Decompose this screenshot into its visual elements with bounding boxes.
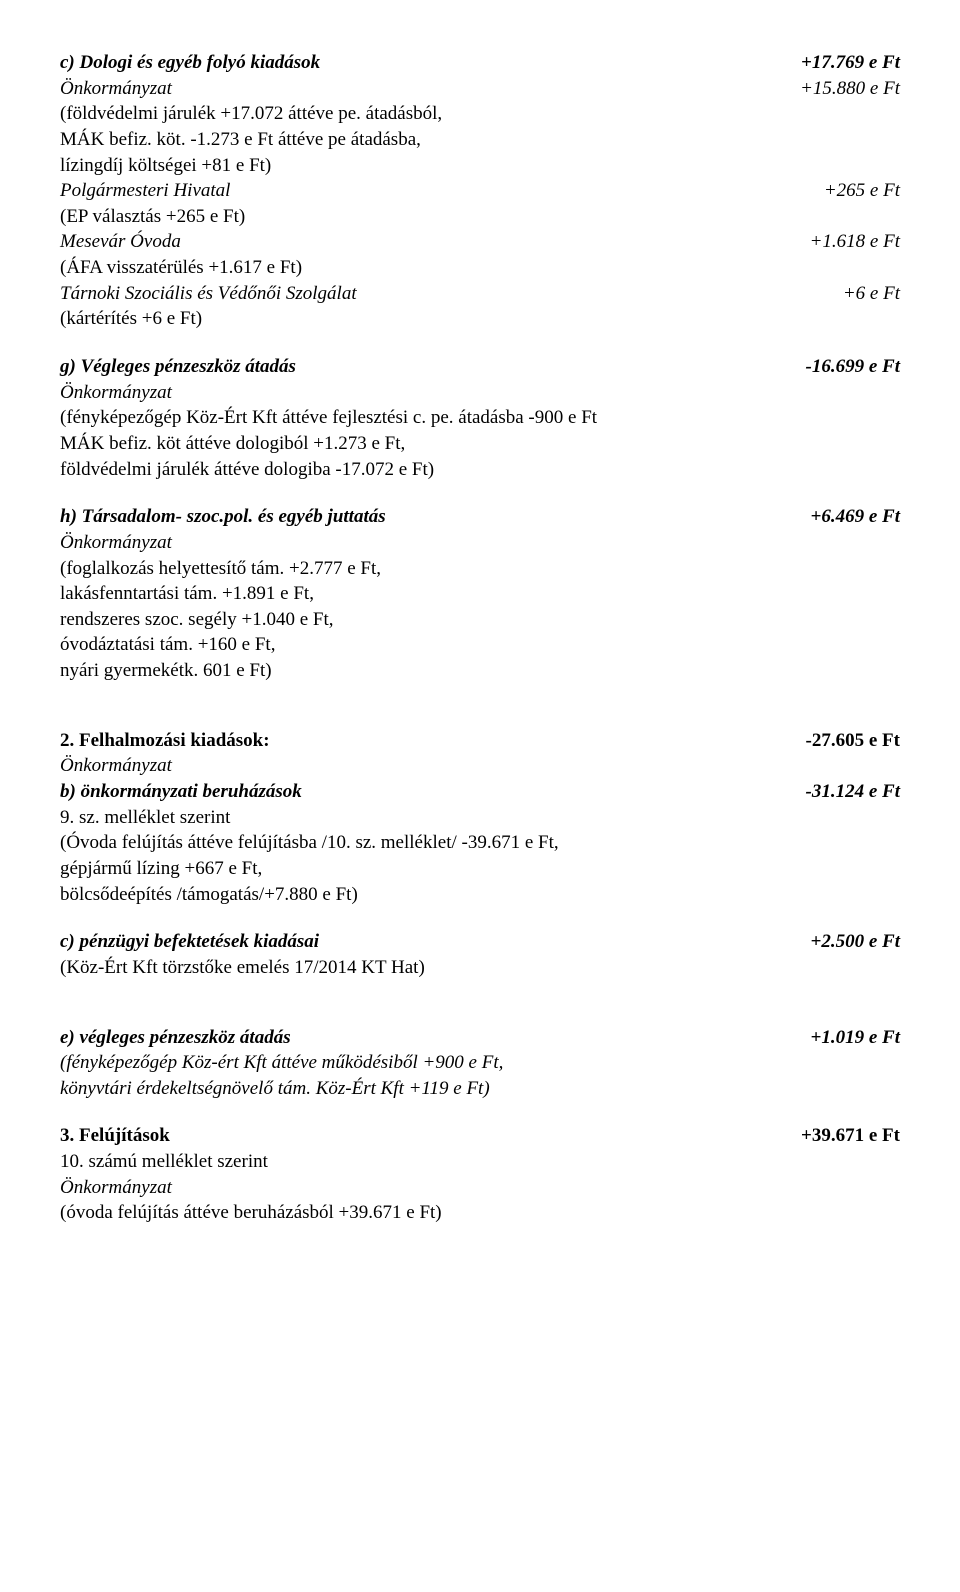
c-tar-note: (kártérítés +6 e Ft) — [60, 306, 900, 332]
s3-onk: Önkormányzat — [60, 1175, 900, 1201]
c-mes-note: (ÁFA visszatérülés +1.617 e Ft) — [60, 255, 900, 281]
c-mes: Mesevár Óvoda — [60, 229, 810, 255]
h-line2: lakásfenntartási tám. +1.891 e Ft, — [60, 581, 900, 607]
s2-e-val: +1.019 e Ft — [811, 1025, 900, 1051]
section-g-title: g) Végleges pénzeszköz átadás — [60, 354, 806, 380]
c-tar: Tárnoki Szociális és Védőnői Szolgálat — [60, 281, 843, 307]
s2-e-row: e) végleges pénzeszköz átadás +1.019 e F… — [60, 1025, 900, 1051]
g-onk: Önkormányzat — [60, 380, 900, 406]
c-onk-row: Önkormányzat +15.880 e Ft — [60, 76, 900, 102]
c-line2: MÁK befiz. köt. -1.273 e Ft áttéve pe át… — [60, 127, 900, 153]
c-pol-row: Polgármesteri Hivatal +265 e Ft — [60, 178, 900, 204]
c-tar-row: Tárnoki Szociális és Védőnői Szolgálat +… — [60, 281, 900, 307]
section-c-title: c) Dologi és egyéb folyó kiadások — [60, 50, 801, 76]
c-line1: (földvédelmi járulék +17.072 áttéve pe. … — [60, 101, 900, 127]
section-c-value: +17.769 e Ft — [801, 50, 900, 76]
s2-e-title: e) végleges pénzeszköz átadás — [60, 1025, 811, 1051]
c-pol-note: (EP választás +265 e Ft) — [60, 204, 900, 230]
h-line5: nyári gyermekétk. 601 e Ft) — [60, 658, 900, 684]
s2-c-val: +2.500 e Ft — [811, 929, 900, 955]
s2-b-line2: gépjármű lízing +667 e Ft, — [60, 856, 900, 882]
g-line3: földvédelmi járulék áttéve dologiba -17.… — [60, 457, 900, 483]
g-line2: MÁK befiz. köt áttéve dologiból +1.273 e… — [60, 431, 900, 457]
g-line1: (fényképezőgép Köz-Ért Kft áttéve fejles… — [60, 405, 900, 431]
s2-c-note: (Köz-Ért Kft törzstőke emelés 17/2014 KT… — [60, 955, 900, 981]
s2-b-title: b) önkormányzati beruházások — [60, 779, 806, 805]
s2-c-row: c) pénzügyi befektetések kiadásai +2.500… — [60, 929, 900, 955]
section-2-value: -27.605 e Ft — [806, 728, 900, 754]
c-pol-val: +265 e Ft — [824, 178, 900, 204]
h-line4: óvodáztatási tám. +160 e Ft, — [60, 632, 900, 658]
section-3-title-row: 3. Felújítások +39.671 e Ft — [60, 1123, 900, 1149]
section-h-title-row: h) Társadalom- szoc.pol. és egyéb juttat… — [60, 504, 900, 530]
h-line3: rendszeres szoc. segély +1.040 e Ft, — [60, 607, 900, 633]
s2-b-note1: 9. sz. melléklet szerint — [60, 805, 900, 831]
section-2-title-row: 2. Felhalmozási kiadások: -27.605 e Ft — [60, 728, 900, 754]
h-line1: (foglalkozás helyettesítő tám. +2.777 e … — [60, 556, 900, 582]
section-h-value: +6.469 e Ft — [811, 504, 900, 530]
section-h-title: h) Társadalom- szoc.pol. és egyéb juttat… — [60, 504, 811, 530]
c-mes-val: +1.618 e Ft — [810, 229, 900, 255]
s2-c-title: c) pénzügyi befektetések kiadásai — [60, 929, 811, 955]
s2-b-val: -31.124 e Ft — [806, 779, 900, 805]
c-onk-val: +15.880 e Ft — [800, 76, 900, 102]
s2-onk: Önkormányzat — [60, 753, 900, 779]
s3-line: (óvoda felújítás áttéve beruházásból +39… — [60, 1200, 900, 1226]
section-3-title: 3. Felújítások — [60, 1123, 801, 1149]
s2-b-row: b) önkormányzati beruházások -31.124 e F… — [60, 779, 900, 805]
h-onk: Önkormányzat — [60, 530, 900, 556]
section-3-value: +39.671 e Ft — [801, 1123, 900, 1149]
section-g-value: -16.699 e Ft — [806, 354, 900, 380]
section-2-title: 2. Felhalmozási kiadások: — [60, 728, 806, 754]
c-mes-row: Mesevár Óvoda +1.618 e Ft — [60, 229, 900, 255]
s2-e-line1: (fényképezőgép Köz-ért Kft áttéve működé… — [60, 1050, 900, 1076]
section-g-title-row: g) Végleges pénzeszköz átadás -16.699 e … — [60, 354, 900, 380]
s2-e-line2: könyvtári érdekeltségnövelő tám. Köz-Ért… — [60, 1076, 900, 1102]
c-onk: Önkormányzat — [60, 76, 800, 102]
c-tar-val: +6 e Ft — [843, 281, 900, 307]
c-pol: Polgármesteri Hivatal — [60, 178, 824, 204]
c-line3: lízingdíj költségei +81 e Ft) — [60, 153, 900, 179]
section-c-title-row: c) Dologi és egyéb folyó kiadások +17.76… — [60, 50, 900, 76]
s2-b-line3: bölcsődeépítés /támogatás/+7.880 e Ft) — [60, 882, 900, 908]
s2-b-line1: (Óvoda felújítás áttéve felújításba /10.… — [60, 830, 900, 856]
s3-note: 10. számú melléklet szerint — [60, 1149, 900, 1175]
